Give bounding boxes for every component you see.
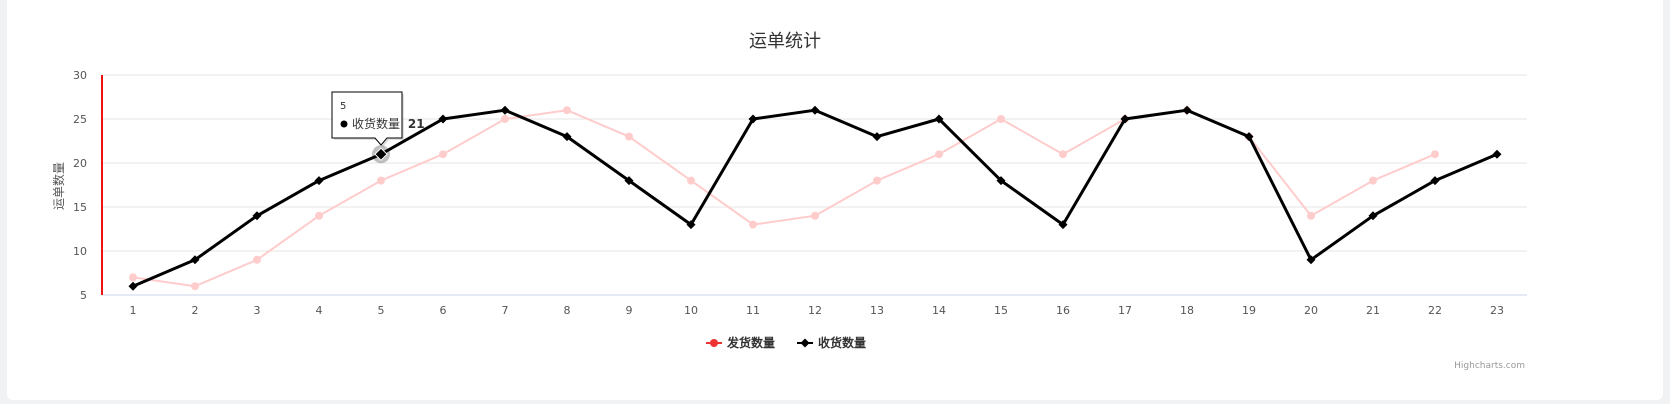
- x-tick-label: 9: [626, 304, 633, 317]
- data-point[interactable]: [500, 105, 510, 115]
- tooltip-box: [331, 91, 403, 146]
- data-point[interactable]: [810, 105, 820, 115]
- data-point[interactable]: [1430, 176, 1440, 186]
- x-tick-label: 22: [1428, 304, 1442, 317]
- tooltip-label: 收货数量: 21: [352, 116, 425, 131]
- x-tick-label: 3: [254, 304, 261, 317]
- data-point[interactable]: [1368, 211, 1378, 221]
- y-axis-ticks: 5 10 15 20 25 30: [73, 69, 87, 302]
- data-point[interactable]: [1307, 211, 1315, 220]
- data-point[interactable]: [377, 176, 385, 185]
- x-tick-label: 14: [932, 304, 946, 317]
- grid-lines: [101, 74, 1527, 296]
- data-point[interactable]: [1431, 150, 1439, 159]
- data-point[interactable]: [1306, 255, 1316, 265]
- legend-item-2[interactable]: 收货数量: [797, 335, 866, 350]
- data-point[interactable]: [934, 114, 944, 124]
- data-point[interactable]: [1492, 149, 1502, 159]
- data-point[interactable]: [624, 176, 634, 186]
- x-tick-label: 12: [808, 304, 822, 317]
- y-axis-label: 运单数量: [51, 162, 66, 210]
- data-point[interactable]: [563, 106, 571, 115]
- data-point[interactable]: [315, 211, 323, 220]
- x-tick-label: 2: [192, 304, 199, 317]
- data-point[interactable]: [439, 150, 447, 159]
- data-point[interactable]: [749, 220, 757, 229]
- x-tick-label: 17: [1118, 304, 1132, 317]
- data-point[interactable]: [811, 211, 819, 220]
- x-tick-label: 20: [1304, 304, 1318, 317]
- data-point[interactable]: [625, 132, 633, 141]
- legend-item-1[interactable]: 发货数量: [706, 335, 775, 350]
- x-tick-label: 18: [1180, 304, 1194, 317]
- data-point[interactable]: [562, 132, 572, 142]
- hover-point: [374, 147, 388, 161]
- data-point[interactable]: [687, 176, 695, 185]
- x-axis-ticks: 1 2 3 4 5 6 7 8 9 10 11 12 13 14 15 16 17 18 19 20 21 22 23: [130, 304, 1505, 317]
- x-tick-label: 4: [316, 304, 323, 317]
- tooltip-header: 5: [340, 101, 346, 112]
- x-tick-label: 23: [1490, 304, 1504, 317]
- legend[interactable]: 发货数量 收货数量: [706, 335, 866, 350]
- legend-marker: [800, 338, 810, 348]
- x-tick-label: 7: [502, 304, 509, 317]
- legend-marker: [710, 339, 718, 347]
- x-tick-label: 21: [1366, 304, 1380, 317]
- data-point[interactable]: [1059, 150, 1067, 159]
- x-tick-label: 13: [870, 304, 884, 317]
- y-tick-label: 30: [73, 69, 87, 82]
- tooltip-marker: [340, 120, 348, 128]
- data-point[interactable]: [1120, 114, 1130, 124]
- data-point[interactable]: [1058, 220, 1068, 230]
- data-point[interactable]: [748, 114, 758, 124]
- x-tick-label: 15: [994, 304, 1008, 317]
- data-point[interactable]: [438, 114, 448, 124]
- data-point[interactable]: [253, 255, 261, 264]
- chart-title: 运单统计: [749, 31, 821, 52]
- data-point[interactable]: [1244, 132, 1254, 142]
- data-point[interactable]: [996, 176, 1006, 186]
- x-tick-label: 1: [130, 304, 137, 317]
- y-tick-label: 20: [73, 157, 87, 170]
- tooltip-value: 21: [408, 117, 425, 131]
- credits-link[interactable]: Highcharts.com: [1454, 361, 1525, 371]
- data-point[interactable]: [190, 255, 200, 265]
- tooltip: 5 收货数量: 21: [331, 91, 425, 164]
- data-point[interactable]: [873, 176, 881, 185]
- data-point[interactable]: [997, 115, 1005, 123]
- y-tick-label: 25: [73, 113, 87, 126]
- data-point[interactable]: [129, 273, 137, 282]
- y-tick-label: 15: [73, 201, 87, 214]
- x-tick-label: 19: [1242, 304, 1256, 317]
- data-point[interactable]: [252, 211, 262, 221]
- data-point[interactable]: [686, 220, 696, 230]
- y-tick-label: 10: [73, 245, 87, 258]
- data-point[interactable]: [314, 176, 324, 186]
- series-2: [128, 105, 1502, 291]
- legend-label: 收货数量: [818, 335, 866, 350]
- legend-label: 发货数量: [726, 335, 775, 350]
- x-tick-label: 6: [440, 304, 447, 317]
- y-tick-label: 5: [80, 289, 87, 302]
- x-tick-label: 5: [378, 304, 385, 317]
- data-point[interactable]: [872, 132, 882, 142]
- x-tick-label: 8: [564, 304, 571, 317]
- x-tick-label: 16: [1056, 304, 1070, 317]
- data-point[interactable]: [935, 150, 943, 159]
- series-layer: [128, 105, 1502, 291]
- data-point[interactable]: [191, 282, 199, 291]
- data-point[interactable]: [128, 281, 138, 291]
- series-line: [132, 109, 1436, 288]
- data-point[interactable]: [1369, 176, 1377, 185]
- data-point[interactable]: [501, 115, 509, 123]
- x-tick-label: 10: [684, 304, 698, 317]
- x-tick-label: 11: [746, 304, 760, 317]
- data-point[interactable]: [1182, 105, 1192, 115]
